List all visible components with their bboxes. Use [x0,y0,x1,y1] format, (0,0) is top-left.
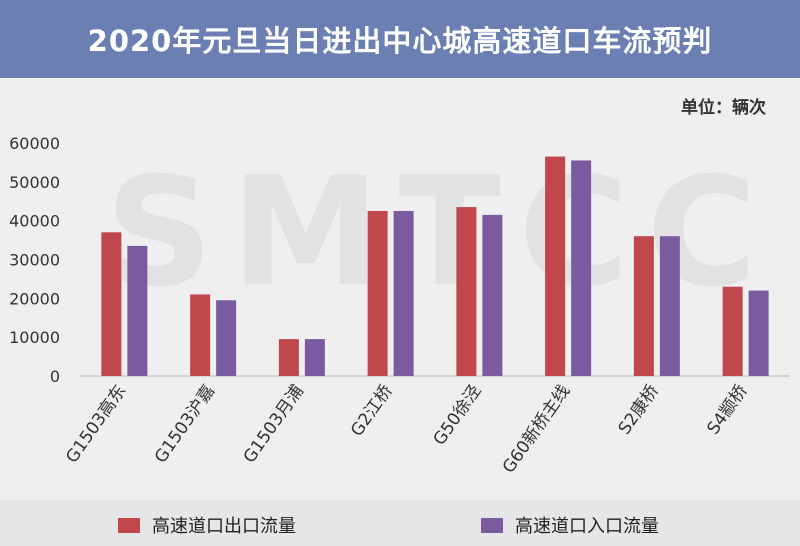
y-tick-label: 0 [50,367,60,386]
x-tick-label: G1503高东 [62,381,130,467]
title-bar: 2020年元旦当日进出中心城高速道口车流预判 [0,0,800,78]
bar-entry [482,214,503,376]
bar-exit [278,339,299,376]
legend-item-entry: 高速道口入口流量 [481,512,659,538]
bar-entry [216,300,237,376]
legend-item-exit: 高速道口出口流量 [118,512,296,538]
bar-exit [101,232,122,376]
bar-exit [722,286,743,376]
bar-entry [659,236,680,376]
legend-swatch-entry [481,517,503,533]
bar-exit [367,210,388,376]
bar-chart: 0 10000 20000 30000 40000 50000 60000 G1503高东 G1… [9,134,790,477]
bar-exit [456,207,477,376]
bar-entry [127,245,148,376]
bar-entry [748,290,769,376]
chart-title: 2020年元旦当日进出中心城高速道口车流预判 [87,24,713,58]
x-tick-label: S2康桥 [615,381,663,438]
x-tick-label: G50徐泾 [430,381,486,449]
bar-entry [571,160,592,376]
y-tick-label: 50000 [9,173,60,192]
bar-entry [393,210,414,376]
x-tick-label: G1503月浦 [240,381,308,467]
x-tick-label: S4颛桥 [703,381,751,438]
legend-label-exit: 高速道口出口流量 [152,516,296,537]
x-tick-label: G2江桥 [347,381,397,440]
x-tick-label: G60新桥主线 [499,381,574,477]
bar-exit [545,156,566,376]
bar-exit [190,294,211,376]
legend: 高速道口出口流量 高速道口入口流量 [0,500,800,546]
unit-label: 单位：辆次 [681,98,766,118]
y-tick-label: 10000 [9,328,60,347]
y-tick-label: 30000 [9,251,60,270]
bar-entry [304,339,325,376]
y-tick-label: 40000 [9,212,60,231]
legend-label-entry: 高速道口入口流量 [515,516,659,537]
bar-exit [633,236,654,376]
legend-swatch-exit [118,517,140,533]
y-tick-label: 20000 [9,289,60,308]
x-tick-label: G1503沪嘉 [151,381,219,467]
y-tick-label: 60000 [9,134,60,153]
